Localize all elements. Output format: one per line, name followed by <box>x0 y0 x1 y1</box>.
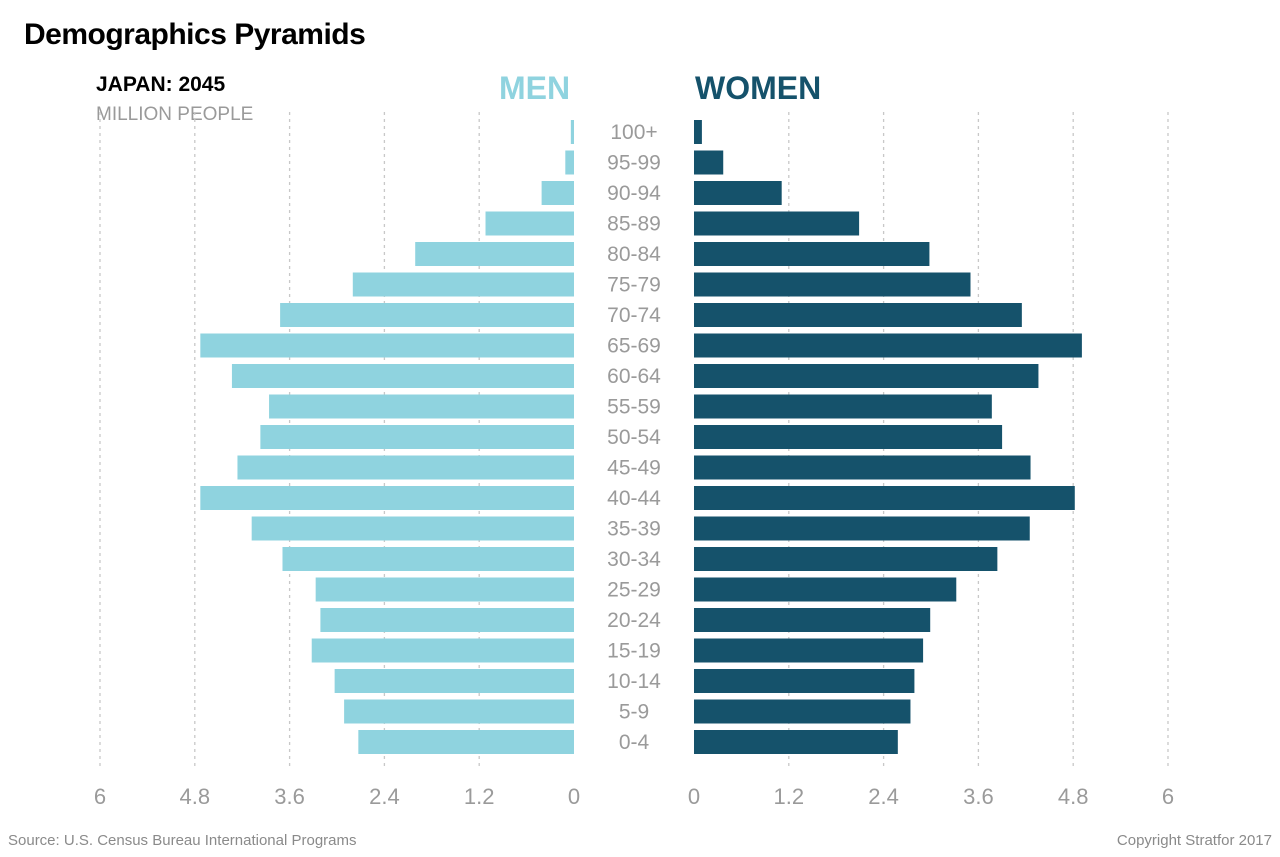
unit-label: MILLION PEOPLE <box>96 104 254 125</box>
men-bar-25-29 <box>315 577 574 602</box>
age-label: 15-19 <box>607 640 661 663</box>
men-bar-20-24 <box>320 608 574 632</box>
age-label: 70-74 <box>607 304 661 327</box>
women-bar-55-59 <box>694 394 992 419</box>
women-tick-label: 6 <box>1162 784 1174 809</box>
women-bar-35-39 <box>694 516 1030 541</box>
women-bar-40-44 <box>694 486 1075 510</box>
age-label: 35-39 <box>607 518 661 541</box>
age-label: 100+ <box>610 121 657 144</box>
women-bar-80-84 <box>694 242 930 266</box>
chart-subtitle: JAPAN: 2045 <box>96 73 226 96</box>
men-bar-65-69 <box>200 333 574 358</box>
women-bar-65-69 <box>694 333 1082 358</box>
women-tick-label: 4.8 <box>1058 784 1089 809</box>
women-bar-90-94 <box>694 181 782 205</box>
women-bar-95-99 <box>694 150 724 175</box>
women-bar-0-4 <box>694 730 898 754</box>
age-label: 40-44 <box>607 487 661 510</box>
age-label: 75-79 <box>607 274 661 297</box>
men-bar-0-4 <box>358 730 574 754</box>
legend-men: MEN <box>499 70 571 106</box>
men-bar-35-39 <box>251 516 574 541</box>
copyright-note: Copyright Stratfor 2017 <box>1116 832 1272 849</box>
women-tick-label: 2.4 <box>868 784 899 809</box>
age-label: 50-54 <box>607 426 661 449</box>
age-label: 45-49 <box>607 457 661 480</box>
men-bars <box>200 120 574 754</box>
women-bar-25-29 <box>694 577 957 602</box>
men-tick-label: 4.8 <box>180 784 211 809</box>
men-bar-40-44 <box>200 486 574 510</box>
men-tick-label: 3.6 <box>274 784 305 809</box>
women-bar-30-34 <box>694 547 998 571</box>
chart-title: Demographics Pyramids <box>24 18 366 51</box>
women-bars <box>694 120 1082 754</box>
age-label: 30-34 <box>607 548 661 571</box>
women-bar-45-49 <box>694 455 1031 480</box>
women-tick-label: 0 <box>688 784 700 809</box>
women-bar-15-19 <box>694 638 924 663</box>
age-label: 0-4 <box>619 731 650 754</box>
age-label: 25-29 <box>607 579 661 602</box>
women-tick-label: 3.6 <box>963 784 994 809</box>
men-bar-5-9 <box>344 699 574 724</box>
men-tick-label: 0 <box>568 784 580 809</box>
age-label: 60-64 <box>607 365 661 388</box>
age-label: 85-89 <box>607 213 661 236</box>
men-bar-30-34 <box>282 547 574 571</box>
age-label: 55-59 <box>607 396 661 419</box>
men-bar-80-84 <box>415 242 574 266</box>
men-bar-75-79 <box>352 272 574 297</box>
women-bar-60-64 <box>694 364 1039 388</box>
age-label: 5-9 <box>619 701 649 724</box>
men-tick-label: 2.4 <box>369 784 400 809</box>
men-bar-55-59 <box>269 394 574 419</box>
age-label: 90-94 <box>607 182 661 205</box>
women-bar-10-14 <box>694 669 915 693</box>
women-tick-label: 1.2 <box>774 784 805 809</box>
women-bar-70-74 <box>694 303 1022 327</box>
axis-ticks: 6 4.8 3.6 2.4 1.2 0 0 1.2 2.4 3.6 4.8 6 <box>94 784 1174 809</box>
men-bar-10-14 <box>334 669 574 693</box>
women-bar-50-54 <box>694 425 1003 449</box>
age-label: 80-84 <box>607 243 661 266</box>
age-label: 95-99 <box>607 152 661 175</box>
men-bar-95-99 <box>565 150 574 175</box>
source-note: Source: U.S. Census Bureau International… <box>8 832 357 849</box>
women-bar-85-89 <box>694 211 860 236</box>
men-bar-45-49 <box>237 455 574 480</box>
men-tick-label: 6 <box>94 784 106 809</box>
legend-women: WOMEN <box>695 70 822 106</box>
women-bar-75-79 <box>694 272 971 297</box>
age-label: 65-69 <box>607 335 661 358</box>
men-tick-label: 1.2 <box>464 784 495 809</box>
women-bar-20-24 <box>694 608 931 632</box>
men-bar-60-64 <box>231 364 574 388</box>
women-bar-100+ <box>694 120 702 144</box>
men-bar-90-94 <box>541 181 574 205</box>
women-bar-5-9 <box>694 699 911 724</box>
men-bar-85-89 <box>485 211 574 236</box>
men-bar-70-74 <box>280 303 574 327</box>
age-label: 10-14 <box>607 670 661 693</box>
men-bar-15-19 <box>311 638 574 663</box>
men-bar-50-54 <box>260 425 574 449</box>
age-labels: 100+ 95-99 90-94 85-89 80-84 75-79 70-74 65-69 6… <box>607 121 661 754</box>
age-label: 20-24 <box>607 609 661 632</box>
men-bar-100+ <box>570 120 574 144</box>
